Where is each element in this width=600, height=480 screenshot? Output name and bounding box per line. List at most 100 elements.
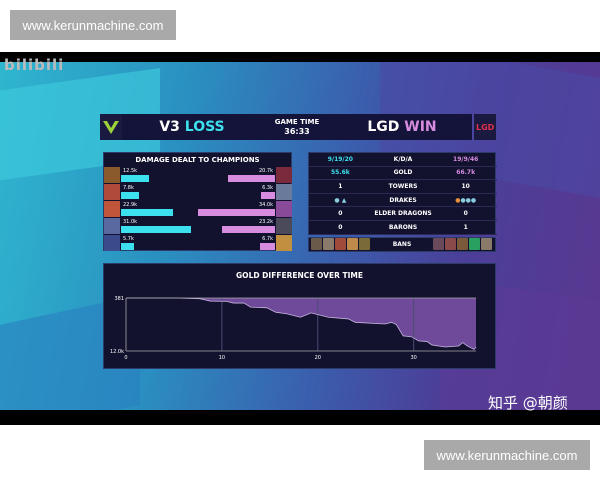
champion-portrait-right bbox=[276, 201, 292, 217]
x-tick-label: 20 bbox=[315, 355, 321, 361]
x-tick-label: 30 bbox=[410, 355, 416, 361]
right-result: WIN bbox=[404, 119, 437, 135]
damage-left-value: 31.0k bbox=[123, 219, 138, 225]
ban-champion-icon bbox=[433, 238, 444, 250]
damage-row: 5.7k 6.7k bbox=[104, 235, 292, 252]
stat-left: 0 bbox=[338, 210, 343, 218]
damage-row: 22.9k 34.0k bbox=[104, 201, 292, 218]
damage-bar-right bbox=[198, 209, 275, 216]
gold-advantage-area bbox=[126, 298, 476, 350]
gold-chart-panel: GOLD DIFFERENCE OVER TIME 0 10 20 30 381 12.0… bbox=[103, 263, 496, 369]
damage-row: 7.8k 6.3k bbox=[104, 184, 292, 201]
bans-label: BANS bbox=[392, 241, 412, 248]
damage-title: DAMAGE DEALT TO CHAMPIONS bbox=[135, 156, 260, 164]
stat-row: 0 BARONS 1 bbox=[309, 221, 497, 235]
damage-bar-left bbox=[121, 209, 173, 216]
champion-portrait-left bbox=[104, 201, 120, 217]
champion-portrait-left bbox=[104, 235, 120, 251]
champion-portrait-right bbox=[276, 235, 292, 251]
bilibili-logo: bilibili bbox=[4, 56, 65, 74]
ban-champion-icon bbox=[347, 238, 358, 250]
stat-label: BARONS bbox=[388, 223, 418, 231]
y-tick-label: 12.0k bbox=[110, 349, 124, 355]
stat-right: 0 bbox=[463, 210, 468, 218]
drakes-left: ● ▲ bbox=[309, 197, 372, 204]
champion-portrait-right bbox=[276, 167, 292, 183]
stat-right: 1 bbox=[463, 223, 468, 231]
damage-panel: DAMAGE DEALT TO CHAMPIONS 12.5k 20.7k 7.… bbox=[103, 152, 292, 251]
stat-row: 1 TOWERS 10 bbox=[309, 180, 497, 194]
stat-left: 9/19/20 bbox=[327, 155, 353, 163]
damage-left-value: 5.7k bbox=[123, 236, 134, 242]
damage-right-value: 34.0k bbox=[258, 202, 273, 208]
gold-difference-line bbox=[126, 297, 477, 350]
stat-row: 0 ELDER DRAGONS 0 bbox=[309, 207, 497, 221]
game-time-label: GAME TIME bbox=[274, 118, 320, 126]
damage-bar-left bbox=[121, 243, 134, 250]
stat-left: 55.6k bbox=[330, 169, 350, 177]
ban-champion-icon bbox=[359, 238, 370, 250]
stat-row: 55.6k GOLD 66.7k bbox=[309, 167, 497, 181]
lgd-logo: LGD bbox=[474, 114, 496, 140]
damage-bar-left bbox=[121, 226, 192, 233]
ban-champion-icon bbox=[457, 238, 468, 250]
stat-label: K/D/A bbox=[393, 155, 413, 163]
v3-logo bbox=[100, 114, 122, 140]
damage-bar-right bbox=[222, 226, 275, 233]
infernal-drake-icon: ● bbox=[455, 196, 461, 204]
stat-left: 0 bbox=[338, 223, 343, 231]
damage-left-value: 22.9k bbox=[123, 202, 138, 208]
left-team: V3 bbox=[159, 119, 180, 135]
stat-label: GOLD bbox=[393, 169, 413, 177]
drake-icon: ● bbox=[334, 196, 340, 204]
damage-right-value: 6.3k bbox=[262, 185, 273, 191]
drakes-right: ●●●● bbox=[434, 197, 497, 204]
damage-row: 31.0k 23.2k bbox=[104, 218, 292, 235]
damage-row: 12.5k 20.7k bbox=[104, 167, 292, 184]
zhihu-watermark: 知乎 @朝颜 bbox=[488, 394, 568, 412]
champion-portrait-right bbox=[276, 218, 292, 234]
champion-portrait-right bbox=[276, 184, 292, 200]
drake-icon: ▲ bbox=[341, 196, 347, 204]
damage-right-value: 23.2k bbox=[258, 219, 273, 225]
match-header: V3 LOSS GAME TIME 36:33 LGD WIN bbox=[122, 114, 472, 140]
chart-title: GOLD DIFFERENCE OVER TIME bbox=[236, 271, 363, 280]
y-tick-label: 381 bbox=[114, 296, 124, 302]
stat-label: ELDER DRAGONS bbox=[374, 210, 432, 218]
damage-bar-right bbox=[259, 243, 275, 250]
damage-bar-left bbox=[121, 192, 139, 199]
damage-bar-right bbox=[228, 175, 275, 182]
stat-label: TOWERS bbox=[388, 182, 418, 190]
damage-right-value: 20.7k bbox=[258, 168, 273, 174]
watermark-top: www.kerunmachine.com bbox=[10, 10, 176, 40]
right-team: LGD bbox=[367, 119, 400, 135]
x-tick-label: 0 bbox=[124, 355, 127, 361]
damage-left-value: 12.5k bbox=[123, 168, 138, 174]
ban-champion-icon bbox=[469, 238, 480, 250]
ban-champion-icon bbox=[445, 238, 456, 250]
champion-portrait-left bbox=[104, 167, 120, 183]
drake-icon: ●●● bbox=[460, 196, 477, 204]
x-tick-label: 10 bbox=[219, 355, 225, 361]
stat-right: 66.7k bbox=[456, 169, 476, 177]
stat-right: 19/9/46 bbox=[453, 155, 479, 163]
stat-label: DRAKES bbox=[389, 196, 417, 204]
game-time: 36:33 bbox=[284, 127, 310, 136]
svg-text:LGD: LGD bbox=[476, 123, 495, 132]
bans-row: BANS bbox=[308, 237, 496, 252]
ban-champion-icon bbox=[323, 238, 334, 250]
gold-chart: 0 10 20 30 381 12.0k bbox=[110, 296, 477, 361]
damage-right-value: 6.7k bbox=[262, 236, 273, 242]
damage-bar-left bbox=[121, 175, 150, 182]
ban-champion-icon bbox=[335, 238, 346, 250]
left-result: LOSS bbox=[184, 119, 225, 135]
stat-row: 9/19/20 K/D/A 19/9/46 bbox=[309, 153, 497, 167]
stats-panel: 9/19/20 K/D/A 19/9/46 55.6k GOLD 66.7k 1 TOWERS… bbox=[308, 152, 497, 235]
ban-champion-icon bbox=[481, 238, 492, 250]
stat-row: ● ▲ DRAKES ●●●● bbox=[309, 194, 497, 208]
ban-champion-icon bbox=[311, 238, 322, 250]
damage-bar-right bbox=[260, 192, 275, 199]
stat-left: 1 bbox=[338, 182, 343, 190]
champion-portrait-left bbox=[104, 218, 120, 234]
champion-portrait-left bbox=[104, 184, 120, 200]
